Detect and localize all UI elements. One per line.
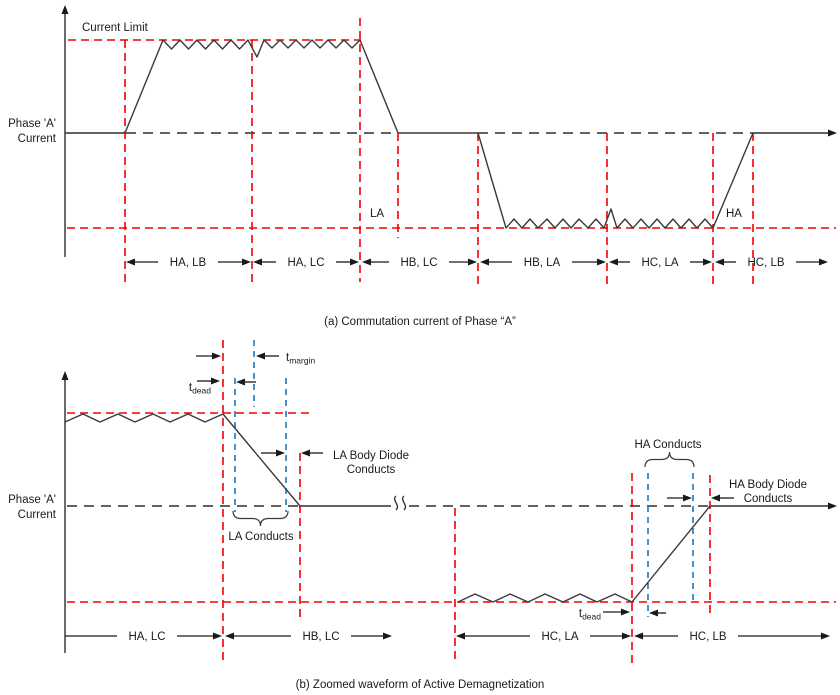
- b-axis-break-icon: [393, 495, 399, 511]
- a-sec3-left-arrow-icon: [362, 258, 371, 266]
- b-ha-bodydiode-label-line1: HA Body Diode: [729, 479, 807, 491]
- a-axis-label-line2: Current: [18, 133, 57, 145]
- a-sec4-right-arrow-icon: [597, 258, 606, 266]
- a-sec4-left-arrow-icon: [480, 258, 489, 266]
- a-sec5-right-arrow-icon: [703, 258, 712, 266]
- b-tdead-right-label: tdead: [579, 608, 601, 622]
- a-sec3-right-arrow-icon: [468, 258, 477, 266]
- a-sec2-right-arrow-icon: [350, 258, 359, 266]
- a-section-label-3: HB, LC: [400, 257, 437, 269]
- b-tmargin-label: tmargin: [286, 352, 315, 366]
- b-section-label-3: HC, LA: [541, 631, 578, 643]
- b-la-conducts-label: LA Conducts: [228, 531, 293, 543]
- a-axis-label-line1: Phase 'A': [8, 118, 56, 130]
- a-section-label-6: HC, LB: [747, 257, 784, 269]
- a-section-row: HA, LB HA, LC HB, LC HB, LA HC, LA: [126, 257, 828, 269]
- a-y-axis-arrow-icon: [61, 5, 69, 14]
- b-sec1-right-arrow-icon: [213, 632, 222, 640]
- a-sec1-right-arrow-icon: [242, 258, 251, 266]
- b-tdead-right-left-arrow-icon: [649, 609, 658, 617]
- a-phase-current-waveform: [124, 39, 754, 229]
- b-tdead-left-left-arrow-icon: [236, 378, 245, 386]
- b-ha-bodydiode-label-line2: Conducts: [744, 493, 793, 505]
- b-tmargin-left-arrow-icon: [256, 352, 265, 360]
- a-sec6-left-arrow-icon: [715, 258, 724, 266]
- b-sec3-left-arrow-icon: [456, 632, 465, 640]
- a-device-label-la: LA: [370, 208, 384, 220]
- b-axis-break-icon: [401, 495, 407, 511]
- a-section-label-5: HC, LA: [641, 257, 678, 269]
- b-ha-bodydiode-left-arrow-icon: [711, 494, 720, 502]
- b-phase-current-waveform-right: [457, 505, 711, 603]
- b-ha-conducts-right-arrow-icon: [683, 494, 692, 502]
- b-sec2-left-arrow-icon: [225, 632, 234, 640]
- b-x-axis-arrow-icon: [828, 502, 837, 510]
- b-tdead-left-label: tdead: [189, 382, 211, 396]
- a-caption: (a) Commutation current of Phase “A”: [324, 316, 516, 328]
- b-sec2-right-arrow-icon: [383, 632, 392, 640]
- a-sec5-left-arrow-icon: [609, 258, 618, 266]
- b-sec3-right-arrow-icon: [622, 632, 631, 640]
- b-ha-conducts-brace: [644, 451, 695, 468]
- b-tdead-left-right-arrow-icon: [211, 377, 220, 385]
- b-la-bodydiode-label-line2: Conducts: [347, 464, 396, 476]
- b-la-conducts-brace: [232, 510, 289, 527]
- b-section-label-1: HA, LC: [128, 631, 165, 643]
- a-sec1-left-arrow-icon: [126, 258, 135, 266]
- b-sec4-right-arrow-icon: [821, 632, 830, 640]
- b-axis-label-line1: Phase 'A': [8, 494, 56, 506]
- a-section-label-2: HA, LC: [287, 257, 324, 269]
- a-section-label-1: HA, LB: [170, 257, 207, 269]
- b-ha-conducts-label: HA Conducts: [634, 439, 701, 451]
- b-phase-current-waveform-left: [64, 413, 301, 507]
- b-tmargin-right-arrow-icon: [212, 352, 221, 360]
- a-device-label-ha: HA: [726, 208, 742, 220]
- b-la-bodydiode-right-arrow-icon: [276, 449, 285, 457]
- b-section-label-4: HC, LB: [689, 631, 726, 643]
- b-tdead-right-right-arrow-icon: [621, 608, 630, 616]
- b-axis-label-line2: Current: [18, 509, 57, 521]
- b-section-row: HA, LC HB, LC HC, LA HC, LB: [65, 631, 830, 643]
- diagram-b: Phase 'A' Current tmargin tdead tdead LA…: [8, 340, 837, 691]
- b-caption: (b) Zoomed waveform of Active Demagnetiz…: [296, 679, 545, 691]
- b-la-bodydiode-label-line1: LA Body Diode: [333, 450, 409, 462]
- b-section-label-2: HB, LC: [302, 631, 339, 643]
- a-sec6-right-arrow-icon: [819, 258, 828, 266]
- a-x-axis-arrow-icon: [828, 129, 837, 137]
- diagram-a: Current Limit Phase 'A' Current LA HA HA…: [8, 5, 837, 328]
- a-section-label-4: HB, LA: [524, 257, 561, 269]
- b-y-axis-arrow-icon: [61, 371, 69, 380]
- b-sec4-left-arrow-icon: [634, 632, 643, 640]
- b-la-bodydiode-left-arrow-icon: [301, 449, 310, 457]
- a-sec2-left-arrow-icon: [253, 258, 262, 266]
- a-current-limit-label: Current Limit: [82, 22, 149, 34]
